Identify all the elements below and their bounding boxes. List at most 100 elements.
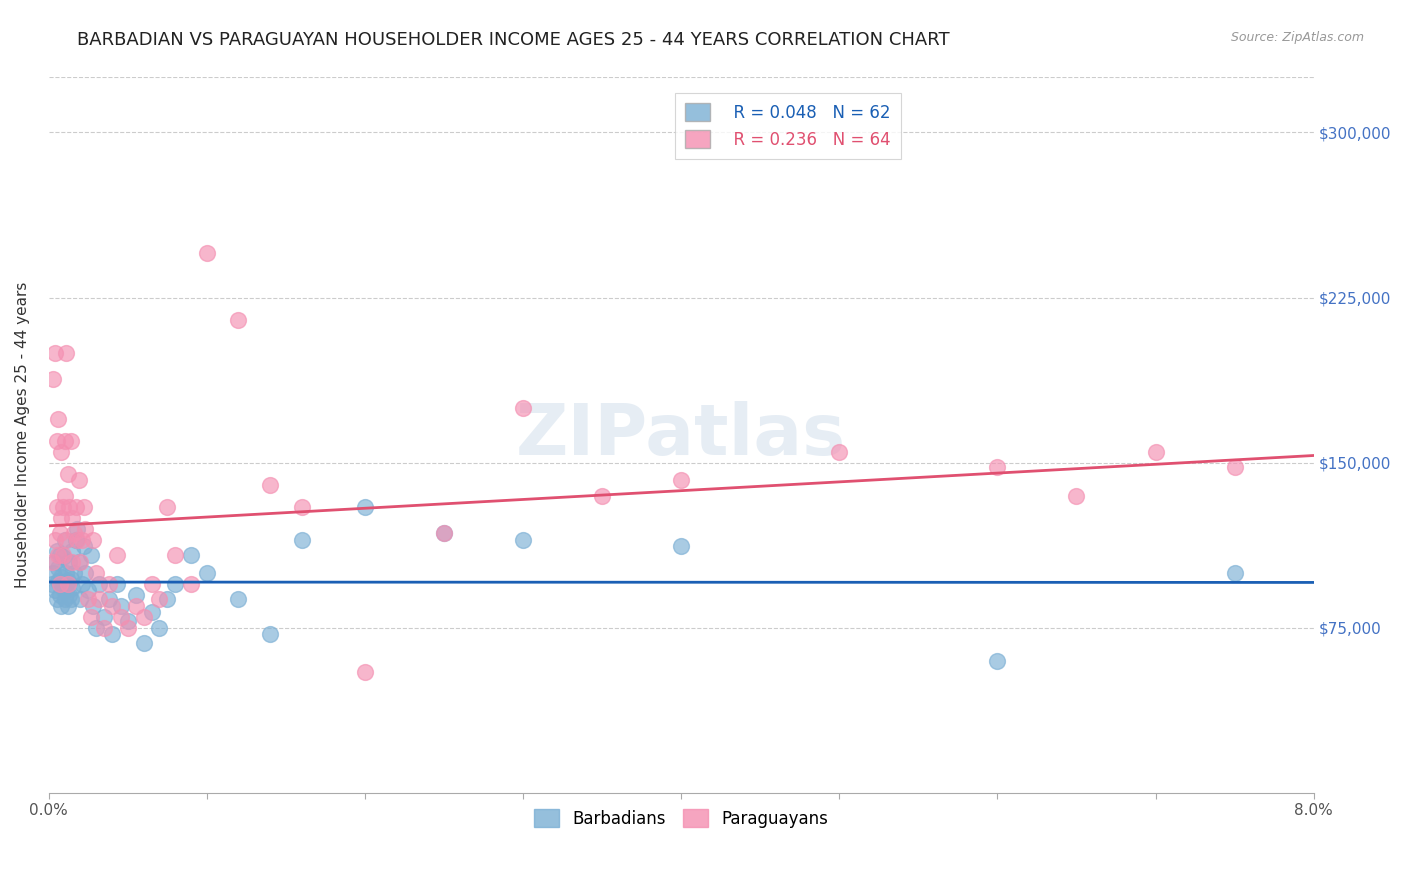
Point bbox=[180, 576, 202, 591]
Point bbox=[101, 627, 124, 641]
Point bbox=[84, 621, 107, 635]
Point bbox=[165, 576, 187, 591]
Point bbox=[110, 609, 132, 624]
Point bbox=[82, 533, 104, 547]
Point bbox=[1144, 444, 1167, 458]
Point bbox=[51, 444, 73, 458]
Text: BARBADIAN VS PARAGUAYAN HOUSEHOLDER INCOME AGES 25 - 44 YEARS CORRELATION CHART: BARBADIAN VS PARAGUAYAN HOUSEHOLDER INCO… bbox=[77, 31, 950, 49]
Point bbox=[49, 548, 72, 562]
Text: ZIPatlas: ZIPatlas bbox=[516, 401, 846, 469]
Point bbox=[89, 592, 111, 607]
Point bbox=[77, 592, 100, 607]
Point bbox=[70, 576, 93, 591]
Point bbox=[84, 566, 107, 580]
Point bbox=[49, 576, 72, 591]
Point bbox=[51, 510, 73, 524]
Point bbox=[58, 500, 80, 514]
Point bbox=[65, 500, 87, 514]
Point bbox=[62, 555, 84, 569]
Point bbox=[97, 592, 120, 607]
Point bbox=[156, 592, 179, 607]
Point bbox=[93, 621, 115, 635]
Point bbox=[66, 522, 89, 536]
Point bbox=[101, 599, 124, 613]
Point bbox=[105, 576, 128, 591]
Point bbox=[77, 583, 100, 598]
Point bbox=[195, 246, 218, 260]
Point bbox=[45, 592, 67, 607]
Point bbox=[59, 572, 82, 586]
Point bbox=[110, 599, 132, 613]
Point bbox=[45, 500, 67, 514]
Point bbox=[117, 621, 139, 635]
Point bbox=[67, 555, 90, 569]
Point bbox=[51, 570, 73, 584]
Point bbox=[59, 434, 82, 448]
Point bbox=[132, 636, 155, 650]
Point bbox=[228, 312, 250, 326]
Point bbox=[195, 566, 218, 580]
Point bbox=[148, 592, 170, 607]
Point bbox=[259, 477, 281, 491]
Point bbox=[53, 434, 76, 448]
Point bbox=[63, 566, 86, 580]
Point bbox=[66, 533, 89, 547]
Point bbox=[53, 592, 76, 607]
Point bbox=[828, 444, 851, 458]
Point bbox=[259, 627, 281, 641]
Point bbox=[1223, 459, 1246, 474]
Point bbox=[291, 533, 314, 547]
Point bbox=[89, 576, 111, 591]
Point bbox=[62, 510, 84, 524]
Point bbox=[41, 576, 63, 591]
Point bbox=[105, 548, 128, 562]
Point bbox=[141, 576, 163, 591]
Point bbox=[117, 614, 139, 628]
Point bbox=[62, 581, 84, 595]
Point bbox=[291, 500, 314, 514]
Point bbox=[141, 605, 163, 619]
Point bbox=[52, 500, 75, 514]
Point bbox=[82, 599, 104, 613]
Point bbox=[51, 599, 73, 613]
Point bbox=[49, 526, 72, 541]
Point bbox=[55, 566, 77, 580]
Point bbox=[52, 548, 75, 562]
Point bbox=[44, 533, 66, 547]
Point bbox=[45, 543, 67, 558]
Point bbox=[44, 555, 66, 569]
Point bbox=[69, 555, 91, 569]
Point bbox=[49, 588, 72, 602]
Point bbox=[55, 533, 77, 547]
Point bbox=[93, 609, 115, 624]
Point bbox=[97, 576, 120, 591]
Point bbox=[62, 543, 84, 558]
Point bbox=[41, 555, 63, 569]
Point bbox=[56, 599, 79, 613]
Point bbox=[45, 434, 67, 448]
Point bbox=[75, 522, 97, 536]
Point bbox=[669, 473, 692, 487]
Point bbox=[125, 599, 148, 613]
Point bbox=[53, 489, 76, 503]
Point bbox=[55, 345, 77, 359]
Point bbox=[56, 576, 79, 591]
Point bbox=[52, 550, 75, 565]
Text: Source: ZipAtlas.com: Source: ZipAtlas.com bbox=[1230, 31, 1364, 45]
Point bbox=[986, 459, 1008, 474]
Point bbox=[65, 533, 87, 547]
Point bbox=[132, 609, 155, 624]
Point bbox=[46, 411, 69, 425]
Point bbox=[42, 372, 65, 386]
Point bbox=[44, 345, 66, 359]
Point bbox=[80, 609, 103, 624]
Point bbox=[53, 533, 76, 547]
Point bbox=[67, 473, 90, 487]
Point bbox=[55, 583, 77, 598]
Point bbox=[70, 533, 93, 547]
Point bbox=[148, 621, 170, 635]
Point bbox=[69, 592, 91, 607]
Y-axis label: Householder Income Ages 25 - 44 years: Householder Income Ages 25 - 44 years bbox=[15, 282, 30, 588]
Point bbox=[1066, 489, 1088, 503]
Point bbox=[228, 592, 250, 607]
